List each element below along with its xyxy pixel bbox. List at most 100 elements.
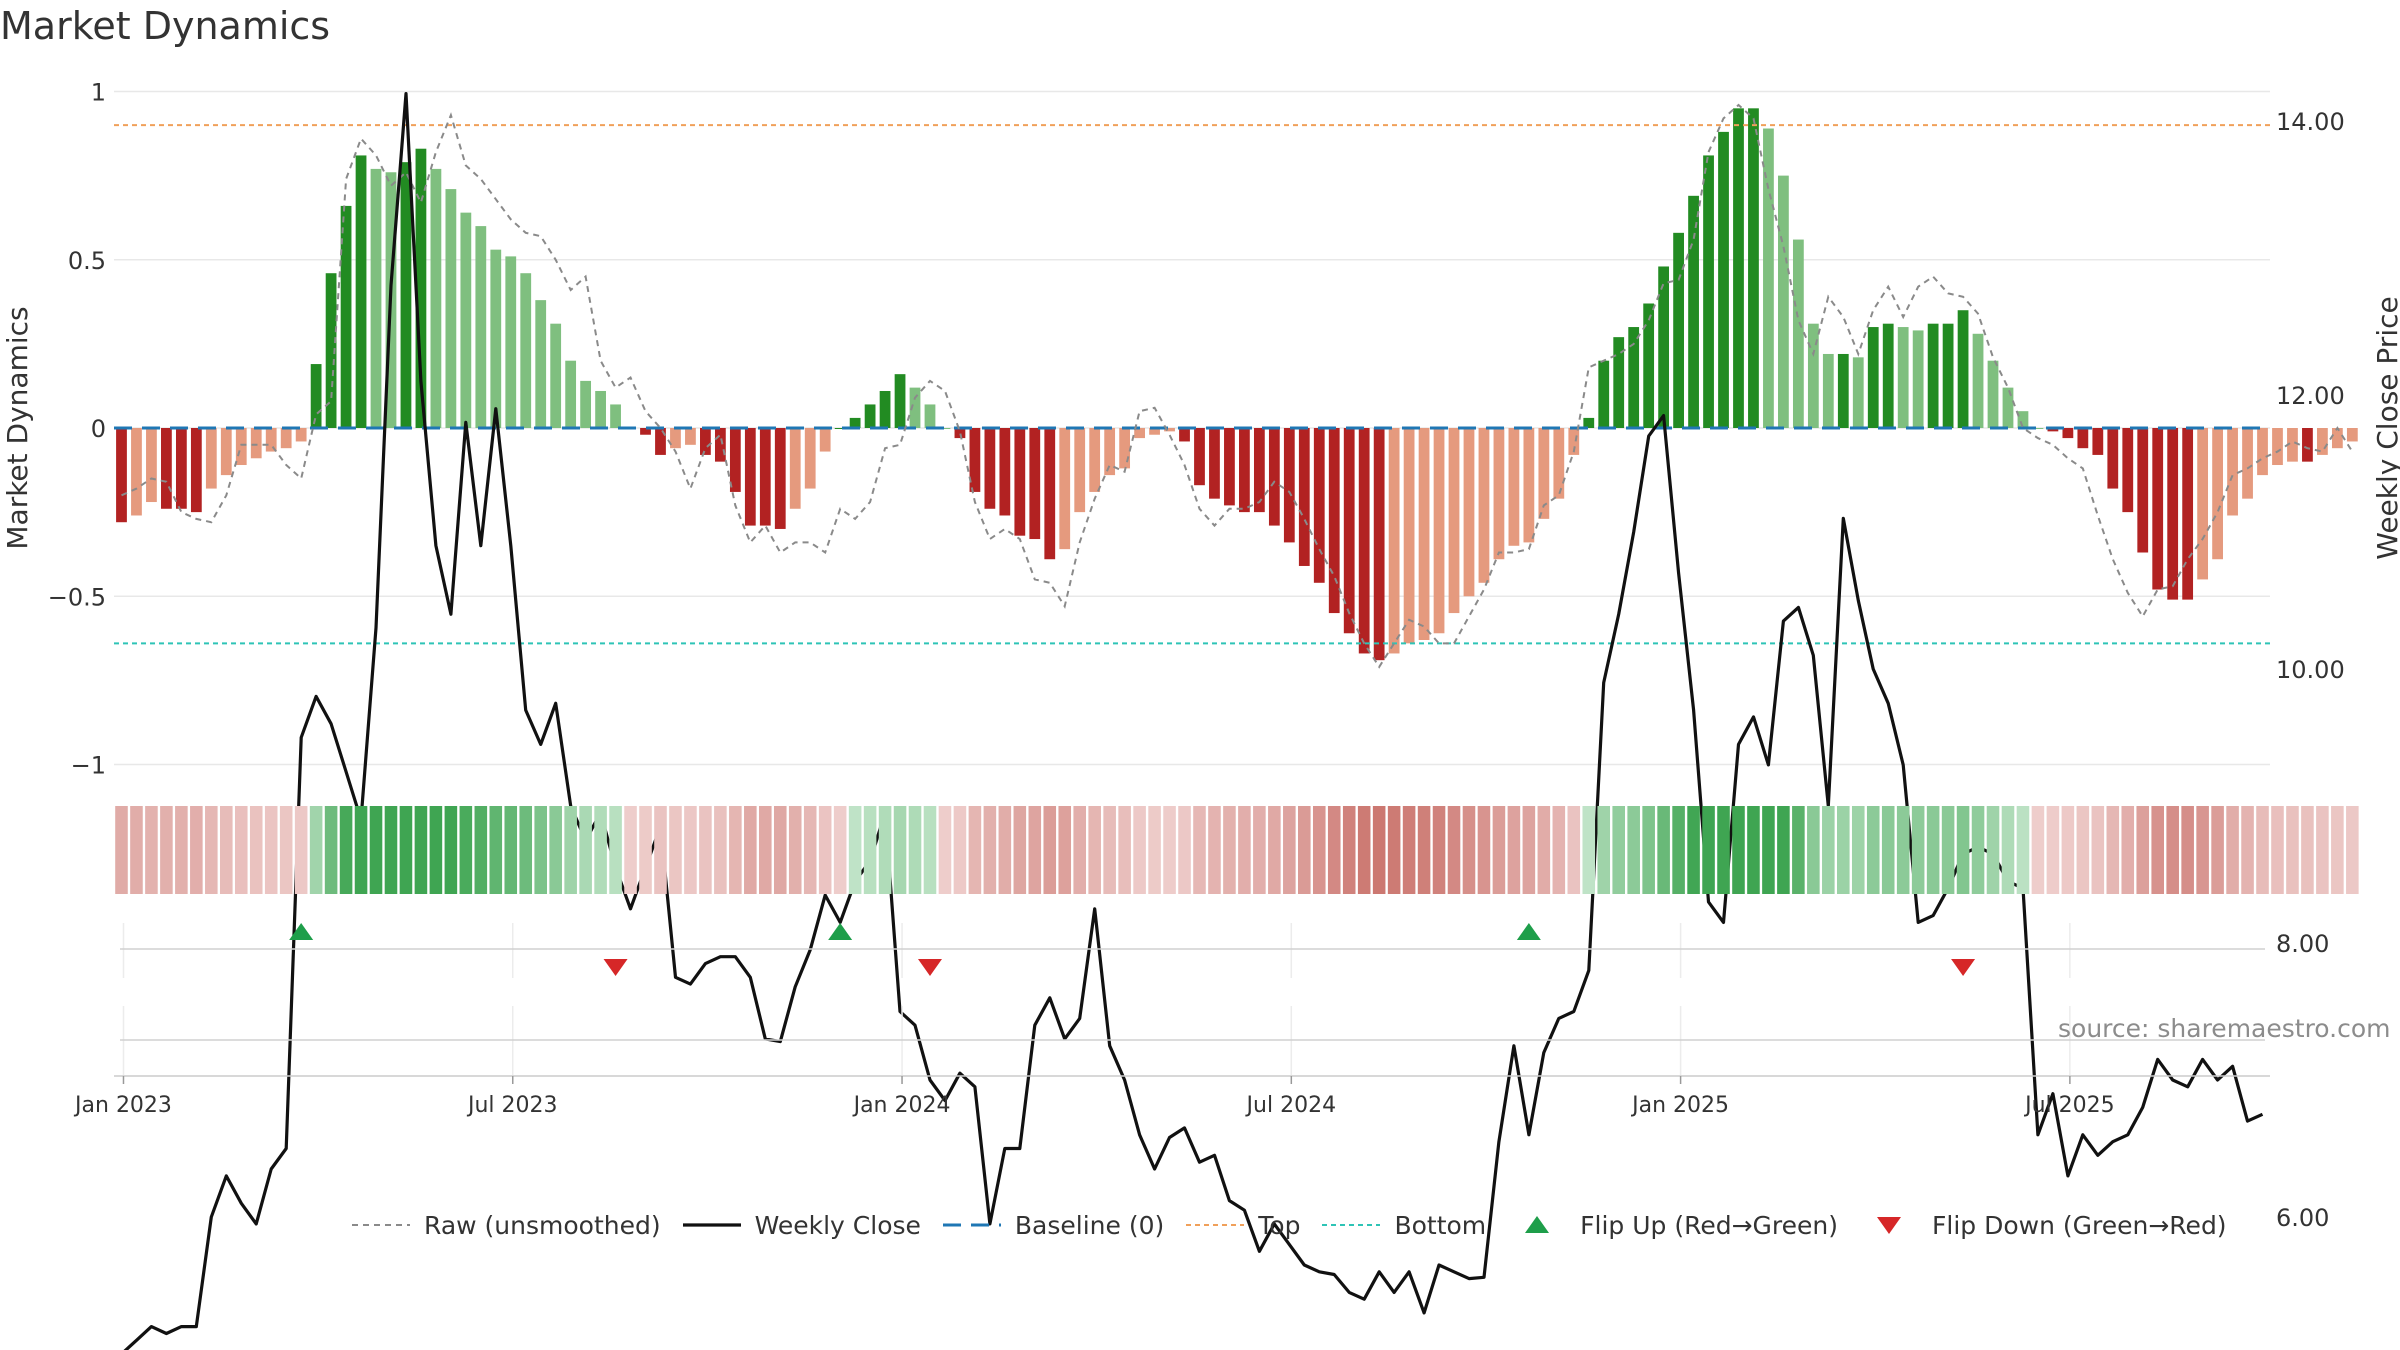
regime-cell bbox=[1522, 806, 1536, 894]
regime-cell bbox=[1941, 806, 1955, 894]
dynamics-bar bbox=[565, 360, 577, 428]
regime-cell bbox=[2256, 806, 2269, 894]
legend-label: Baseline (0) bbox=[1014, 1210, 1165, 1240]
axes: 1 0.5 0 −0.5 −1 14.00 12.00 10.00 8.00 6.00 Market… bbox=[1, 79, 2400, 1233]
dynamics-bar bbox=[370, 168, 382, 428]
regime-cell bbox=[1597, 806, 1611, 894]
regime-cell bbox=[923, 806, 937, 894]
regime-cell bbox=[833, 806, 847, 894]
dynamics-bars bbox=[116, 108, 2358, 661]
chart-legend: Raw (unsmoothed) Weekly Close Baseline (0)… bbox=[350, 1205, 2247, 1245]
regime-cell bbox=[339, 806, 353, 894]
regime-cell bbox=[654, 806, 667, 894]
dynamics-bar bbox=[834, 428, 846, 429]
regime-cell bbox=[1747, 806, 1760, 894]
dynamics-bar bbox=[804, 428, 816, 489]
regime-cell bbox=[2061, 806, 2075, 894]
regime-cell bbox=[220, 806, 233, 894]
dashed-line-swatch bbox=[350, 1211, 412, 1239]
legend-label: Top bbox=[1258, 1210, 1301, 1240]
regime-cell bbox=[1178, 806, 1191, 894]
regime-cell bbox=[579, 806, 592, 894]
dynamics-bar bbox=[1134, 428, 1145, 439]
regime-cell bbox=[1268, 806, 1281, 894]
dynamics-bar bbox=[310, 364, 322, 428]
legend-label: Weekly Close bbox=[754, 1210, 921, 1240]
regime-cell bbox=[1627, 806, 1640, 894]
regime-cell bbox=[234, 806, 248, 894]
flip-down-marker bbox=[917, 959, 942, 976]
regime-cell bbox=[1447, 806, 1461, 894]
regime-cell bbox=[2001, 806, 2015, 894]
x-tick-label: Jul 2024 bbox=[1245, 1093, 1337, 1118]
dynamics-bar bbox=[1912, 330, 1924, 428]
dynamics-bar bbox=[1224, 428, 1235, 506]
dynamics-bar bbox=[954, 428, 966, 439]
regime-cell bbox=[848, 806, 862, 894]
regime-cell bbox=[429, 806, 443, 894]
dynamics-bar bbox=[1209, 428, 1220, 499]
dynamics-bar bbox=[2017, 411, 2029, 428]
dynamics-bar bbox=[849, 417, 861, 428]
dotted-line-swatch bbox=[1320, 1211, 1382, 1239]
dynamics-bar bbox=[2002, 387, 2014, 428]
y-tick-label: −0.5 bbox=[48, 583, 106, 611]
regime-cell bbox=[2301, 806, 2314, 894]
dynamics-bar bbox=[490, 249, 502, 428]
dynamics-bar bbox=[355, 155, 367, 428]
dynamics-bar bbox=[415, 148, 427, 428]
regime-cell bbox=[1866, 806, 1880, 894]
dynamics-bar bbox=[520, 273, 532, 428]
dynamics-bar bbox=[879, 390, 891, 428]
dynamics-bar bbox=[1493, 428, 1505, 560]
dynamics-bar bbox=[714, 428, 726, 462]
dotted-line-swatch bbox=[1184, 1211, 1246, 1239]
dynamics-bar bbox=[655, 428, 666, 455]
regime-cell bbox=[1357, 806, 1371, 894]
dynamics-bar bbox=[894, 374, 906, 428]
dynamics-bar bbox=[819, 428, 831, 452]
regime-ribbon bbox=[115, 806, 2359, 894]
dynamics-bar bbox=[685, 428, 696, 445]
regime-cell bbox=[1148, 806, 1161, 894]
legend-item: Bottom bbox=[1320, 1211, 1486, 1240]
dynamics-bar bbox=[2257, 428, 2268, 476]
regime-cell bbox=[130, 806, 143, 894]
regime-cell bbox=[893, 806, 907, 894]
dynamics-bar bbox=[1403, 428, 1415, 644]
regime-cell bbox=[1043, 806, 1057, 894]
regime-cell bbox=[264, 806, 278, 894]
y-axis-label: Market Dynamics bbox=[1, 306, 34, 549]
regime-cell bbox=[1402, 806, 1416, 894]
dynamics-bar bbox=[1418, 428, 1430, 640]
dynamics-bar bbox=[2302, 428, 2313, 462]
dynamics-bar bbox=[1703, 155, 1714, 428]
dynamics-bar bbox=[1089, 428, 1101, 492]
regime-cell bbox=[175, 806, 188, 894]
regime-cell bbox=[2121, 806, 2135, 894]
dynamics-bar bbox=[1628, 327, 1640, 428]
regime-cell bbox=[1283, 806, 1296, 894]
dynamics-bar bbox=[1598, 360, 1610, 428]
regime-cell bbox=[983, 806, 997, 894]
dynamics-bar bbox=[2092, 428, 2104, 455]
regime-cell bbox=[1298, 806, 1311, 894]
dynamics-bar bbox=[505, 256, 517, 428]
dynamics-bar bbox=[1568, 428, 1580, 455]
dynamics-bar bbox=[445, 189, 457, 428]
regime-cell bbox=[1672, 806, 1685, 894]
regime-cell bbox=[1582, 806, 1596, 894]
dynamics-bar bbox=[131, 428, 142, 516]
regime-cell bbox=[354, 806, 368, 894]
dynamics-bar bbox=[789, 428, 801, 509]
dynamics-bar bbox=[1942, 323, 1954, 428]
dynamics-bar bbox=[1179, 428, 1190, 442]
dynamics-bar bbox=[1119, 428, 1131, 469]
long-dash-line-swatch bbox=[941, 1211, 1003, 1239]
x-axis: Jan 2023 Jul 2023 Jan 2024 Jul 2024 Jan 2025… bbox=[73, 1075, 2270, 1118]
dynamics-bar bbox=[1957, 310, 1969, 428]
regime-cell bbox=[1088, 806, 1101, 894]
dynamics-bar bbox=[1927, 323, 1939, 428]
dynamics-bar bbox=[175, 428, 187, 509]
